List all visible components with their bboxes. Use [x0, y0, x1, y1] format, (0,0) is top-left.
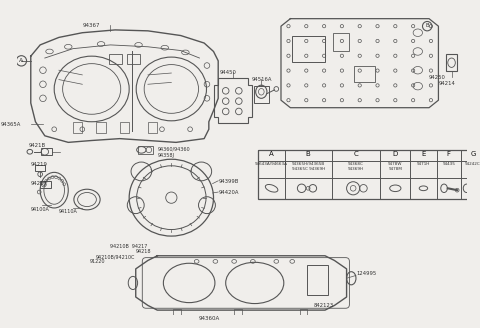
Text: 94360A: 94360A — [198, 316, 219, 321]
Bar — [300, 309, 307, 315]
Bar — [254, 86, 269, 103]
Text: B: B — [306, 151, 311, 157]
Text: 9421B: 9421B — [29, 143, 46, 148]
Bar — [307, 265, 328, 295]
Text: 94643A/94663A: 94643A/94663A — [255, 162, 288, 166]
Bar — [120, 122, 129, 133]
Text: B: B — [425, 23, 429, 28]
Text: 124995: 124995 — [357, 271, 377, 276]
Text: 94435: 94435 — [442, 162, 455, 166]
Text: A: A — [269, 151, 274, 157]
Text: 94100A: 94100A — [31, 207, 49, 212]
Bar — [127, 54, 141, 64]
Bar — [446, 54, 457, 71]
Bar — [173, 309, 180, 315]
Bar — [73, 122, 82, 133]
Text: F: F — [447, 151, 451, 157]
Text: 94450: 94450 — [220, 70, 237, 75]
Text: 94399B: 94399B — [218, 179, 239, 184]
Text: 94214: 94214 — [438, 80, 456, 86]
Text: 94365A: 94365A — [1, 122, 22, 127]
Text: 94365H/94365B
94365C 94369H: 94365H/94365B 94365C 94369H — [291, 162, 325, 171]
Text: 94110A: 94110A — [59, 209, 78, 214]
Bar — [234, 309, 241, 315]
Bar — [354, 66, 375, 82]
Text: 94218: 94218 — [135, 249, 151, 254]
Text: 94250: 94250 — [429, 75, 446, 80]
Text: 94368C
94369H: 94368C 94369H — [348, 162, 364, 171]
Text: 9471H: 9471H — [417, 162, 430, 166]
Text: E: E — [421, 151, 426, 157]
Bar — [292, 35, 325, 62]
Text: 94420A: 94420A — [218, 190, 239, 195]
Text: 94217: 94217 — [31, 181, 48, 186]
Bar — [36, 165, 45, 172]
Text: A: A — [19, 58, 24, 63]
Text: 94358J: 94358J — [157, 153, 174, 158]
Bar — [333, 33, 349, 51]
Text: 94219: 94219 — [31, 162, 48, 167]
Text: 94210B  94217: 94210B 94217 — [110, 244, 148, 249]
Text: 94516A: 94516A — [252, 77, 273, 82]
Bar — [40, 181, 51, 188]
Text: 94360/94360: 94360/94360 — [157, 146, 190, 151]
Bar — [259, 150, 480, 198]
Text: C: C — [354, 151, 359, 157]
Bar — [96, 122, 106, 133]
Text: D: D — [393, 151, 398, 157]
Text: 94210B/94210C: 94210B/94210C — [96, 255, 135, 260]
Bar — [148, 122, 157, 133]
Text: 9478W
9478M: 9478W 9478M — [388, 162, 403, 171]
Bar — [108, 54, 121, 64]
Bar — [41, 148, 52, 155]
Text: 94242C: 94242C — [465, 162, 480, 166]
Text: 842123: 842123 — [314, 303, 334, 308]
Text: 94367: 94367 — [83, 23, 100, 28]
Text: 91220: 91220 — [90, 258, 105, 264]
Text: G: G — [470, 151, 476, 157]
Bar — [138, 146, 153, 154]
